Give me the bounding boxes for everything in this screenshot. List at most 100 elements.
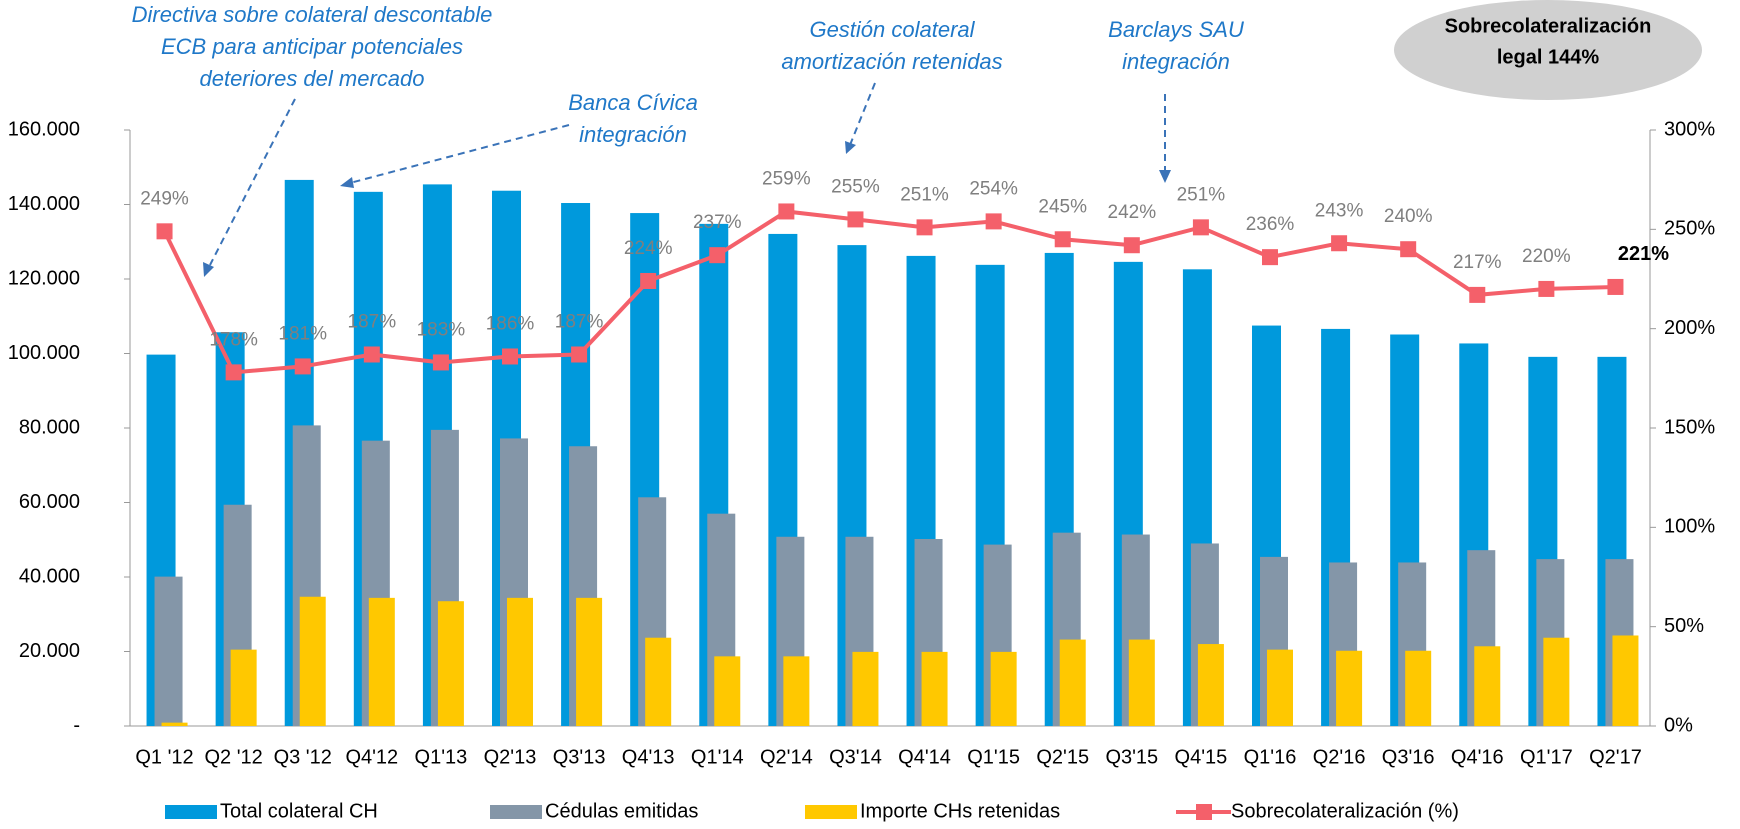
- bar: [576, 597, 603, 726]
- x-tick-label: Q3'15: [1105, 746, 1158, 768]
- data-label: 224%: [624, 238, 673, 259]
- marker: [571, 346, 588, 363]
- annotation: integración: [1122, 49, 1230, 74]
- x-tick-label: Q2 '12: [204, 746, 262, 768]
- y-tick-label: 20.000: [19, 640, 80, 662]
- marker: [1192, 219, 1209, 236]
- y-tick-label: 120.000: [8, 267, 80, 289]
- bar: [1059, 639, 1086, 726]
- bar: [1267, 649, 1293, 726]
- data-label: 181%: [278, 323, 327, 344]
- marker: [225, 364, 242, 381]
- marker: [1054, 231, 1071, 248]
- line: [162, 209, 1616, 375]
- marker: [1262, 249, 1278, 266]
- y-tick-label: 80.000: [19, 416, 80, 438]
- bar: [852, 651, 879, 726]
- arrow-head: [203, 262, 214, 277]
- legend-label: Importe CHs retenidas: [860, 800, 1060, 822]
- x-tick-label: Q4'13: [622, 746, 675, 768]
- arrow-heads: [203, 141, 1171, 277]
- arrow-head: [340, 177, 354, 188]
- x-tick-label: Q1'13: [415, 746, 468, 768]
- x-tick-label: Q2'17: [1589, 746, 1642, 768]
- x-tick-label: Q2'15: [1036, 746, 1089, 768]
- marker: [1607, 278, 1624, 295]
- marker: [502, 348, 518, 365]
- marker: [709, 247, 726, 264]
- bar: [1474, 646, 1501, 726]
- bar: [1128, 639, 1155, 726]
- x-tick-label: Q3 '12: [274, 746, 332, 768]
- y-tick-label: 100.000: [8, 342, 80, 364]
- data-label: 221%: [1618, 243, 1669, 265]
- y2-tick-label: 0%: [1664, 714, 1693, 736]
- x-tick-label: Q3'16: [1382, 746, 1435, 768]
- bar: [921, 651, 948, 726]
- x-tick-label: Q1'17: [1520, 746, 1573, 768]
- bar: [645, 637, 672, 726]
- bar: [230, 649, 257, 726]
- x-tick-label: Q4'14: [898, 746, 951, 768]
- data-label: 217%: [1453, 252, 1502, 273]
- y2-tick-label: 250%: [1664, 218, 1715, 240]
- data-label: 243%: [1315, 200, 1364, 221]
- arrow: [849, 82, 876, 146]
- legend-label: Cédulas emitidas: [545, 800, 698, 822]
- data-label: 183%: [417, 319, 466, 340]
- legend-label: Sobrecolateralización (%): [1231, 800, 1459, 822]
- marker: [1538, 280, 1555, 297]
- data-label: 237%: [693, 212, 742, 233]
- arrow-head: [1159, 170, 1171, 183]
- bar: [299, 596, 326, 726]
- data-label: 178%: [209, 329, 258, 350]
- data-label: 255%: [831, 176, 880, 197]
- bar: [154, 576, 183, 726]
- callout-text: legal 144%: [1497, 46, 1600, 68]
- x-tick-label: Q2'13: [484, 746, 537, 768]
- bar: [1405, 650, 1432, 726]
- y2-tick-label: 100%: [1664, 516, 1715, 538]
- x-tick-label: Q2'16: [1313, 746, 1366, 768]
- arrow: [209, 98, 296, 266]
- marker: [640, 272, 657, 289]
- legend-swatch: [1196, 804, 1212, 820]
- marker: [294, 358, 311, 375]
- annotation: Gestión colateral: [809, 17, 975, 42]
- arrow: [349, 124, 570, 184]
- annotation: Banca Cívica: [568, 90, 698, 115]
- annotation-arrows: [209, 82, 1166, 266]
- marker: [432, 354, 449, 371]
- legend-swatch: [805, 805, 857, 819]
- x-tick-label: Q3'14: [829, 746, 882, 768]
- x-tick-label: Q4'15: [1175, 746, 1228, 768]
- y-tick-label: 160.000: [8, 118, 80, 140]
- data-label: 251%: [1177, 184, 1226, 205]
- x-tick-label: Q4'16: [1451, 746, 1504, 768]
- marker: [1469, 286, 1486, 303]
- bar: [783, 656, 810, 726]
- x-tick-label: Q3'13: [553, 746, 606, 768]
- legend-swatch: [490, 805, 542, 819]
- marker: [916, 219, 933, 236]
- x-tick-label: Q2'14: [760, 746, 813, 768]
- data-label: 240%: [1384, 206, 1433, 227]
- data-label: 186%: [486, 313, 535, 334]
- y2-tick-label: 50%: [1664, 615, 1704, 637]
- bar: [368, 597, 395, 726]
- legend-swatch: [165, 805, 217, 819]
- x-tick-label: Q4'12: [345, 746, 398, 768]
- x-tick-label: Q1'16: [1244, 746, 1297, 768]
- callout-text: Sobrecolateralización: [1445, 15, 1652, 37]
- arrow-head: [845, 141, 856, 154]
- data-label: 259%: [762, 168, 811, 189]
- marker: [363, 346, 380, 363]
- data-label: 220%: [1522, 246, 1571, 267]
- data-label: 242%: [1108, 202, 1157, 223]
- bar: [1197, 644, 1224, 726]
- annotation: deteriores del mercado: [199, 66, 424, 91]
- marker: [156, 223, 173, 240]
- bar: [437, 601, 464, 726]
- annotation: Barclays SAU: [1108, 17, 1244, 42]
